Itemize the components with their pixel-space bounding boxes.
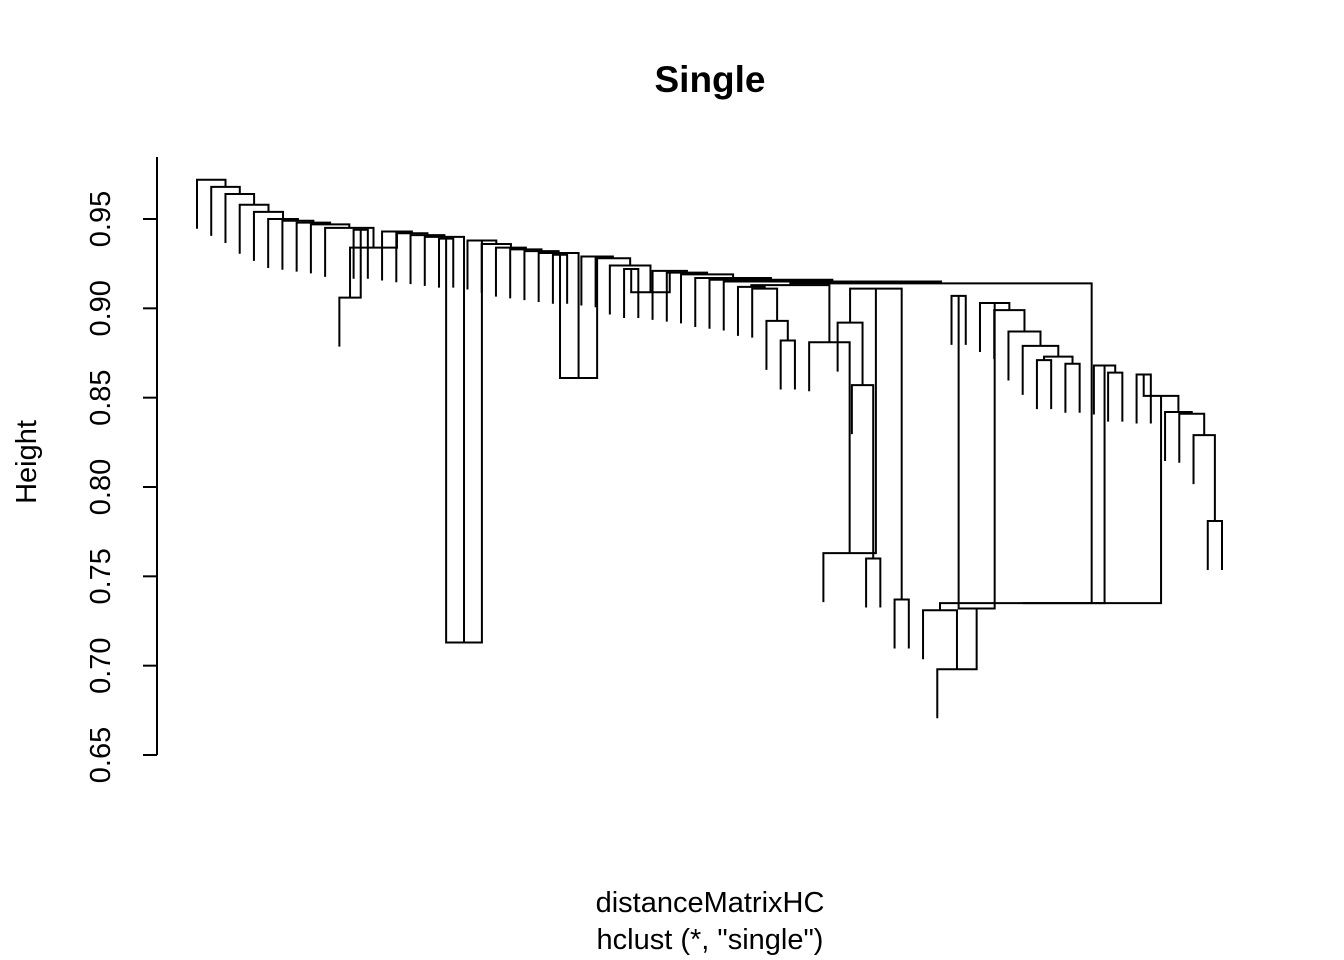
dendrogram-merge bbox=[480, 243, 512, 294]
dendrogram-merge bbox=[630, 269, 671, 294]
dendrogram-merge bbox=[1206, 519, 1223, 570]
dendrogram-merge bbox=[808, 341, 851, 554]
dendrogram-merge bbox=[608, 264, 652, 315]
dendrogram-merge bbox=[594, 257, 632, 308]
dendrogram-merge bbox=[1021, 344, 1060, 395]
dendrogram-merge bbox=[1142, 374, 1180, 412]
dendrogram-merge bbox=[252, 210, 285, 261]
dendrogram-merge bbox=[1135, 373, 1152, 424]
dendrogram-merge bbox=[765, 319, 789, 370]
dendrogram-merge bbox=[196, 178, 227, 229]
dendrogram-merge bbox=[893, 598, 910, 649]
dendrogram-merge bbox=[324, 226, 375, 277]
y-tick-label: 0.80 bbox=[85, 459, 117, 515]
dendrogram-merge bbox=[789, 282, 1093, 604]
dendrogram-merge bbox=[309, 223, 351, 274]
dendrogram-merge bbox=[922, 609, 958, 670]
dendrogram-merge bbox=[751, 287, 779, 338]
y-tick-label: 0.65 bbox=[85, 727, 117, 783]
dendrogram-merge bbox=[281, 219, 315, 270]
dendrogram-merge bbox=[936, 608, 978, 719]
dendrogram-merge bbox=[665, 271, 709, 322]
dendrogram-merge bbox=[993, 309, 1026, 360]
dendrogram-merge bbox=[1035, 359, 1053, 410]
dendrogram-merge bbox=[1092, 364, 1117, 415]
dendrogram-merge bbox=[939, 365, 1106, 611]
dendrogram-merge bbox=[1064, 362, 1081, 413]
dendrogram-merge bbox=[978, 301, 1011, 352]
dendrogram-merge bbox=[438, 237, 455, 288]
y-axis-label: Height bbox=[11, 420, 43, 504]
chart-title: Single bbox=[654, 59, 765, 100]
dendrogram-merge bbox=[779, 339, 796, 390]
dendrogram-merge bbox=[395, 232, 429, 283]
dendrogram-merge bbox=[210, 185, 241, 236]
dendrogram-merge bbox=[1192, 434, 1216, 521]
dendrogram-merge bbox=[466, 239, 498, 290]
dendrogram-merge bbox=[445, 238, 483, 644]
dendrogram-merge bbox=[338, 229, 362, 347]
y-tick-label: 0.95 bbox=[85, 191, 117, 247]
y-tick-label: 0.75 bbox=[85, 548, 117, 604]
y-axis: 0.65 0.70 0.75 0.80 0.85 0.90 0.95 bbox=[85, 157, 158, 783]
dendrogram-merge bbox=[559, 254, 599, 380]
y-tick-label: 0.70 bbox=[85, 637, 117, 693]
x-axis-label: distanceMatrixHC bbox=[596, 887, 825, 919]
dendrogram-merge bbox=[865, 557, 882, 608]
dendrogram-merge bbox=[1007, 330, 1042, 381]
dendrogram-tree bbox=[196, 178, 1223, 719]
dendrogram-merge bbox=[836, 321, 864, 386]
dendrogram-merge bbox=[1107, 371, 1124, 422]
dendrogram-merge bbox=[551, 253, 569, 304]
y-tick-label: 0.85 bbox=[85, 369, 117, 425]
dendrogram-merge bbox=[224, 192, 256, 243]
method-sublabel: hclust (*, "single") bbox=[597, 924, 824, 956]
dendrogram-merge bbox=[623, 268, 640, 319]
dendrogram-merge bbox=[352, 228, 369, 279]
dendrogram-merge bbox=[238, 203, 270, 254]
dendrogram-merge bbox=[822, 288, 877, 603]
dendrogram-merge bbox=[950, 294, 967, 345]
dendrogram-merge bbox=[1043, 355, 1074, 364]
dendrogram-merge bbox=[680, 273, 735, 324]
dendrogram-merge bbox=[849, 287, 903, 600]
dendrogram-merge bbox=[850, 384, 875, 559]
dendrogram-merge bbox=[537, 251, 580, 379]
dendrogram-merge bbox=[957, 295, 996, 610]
dendrogram-merge bbox=[1178, 412, 1206, 463]
y-tick-label: 0.90 bbox=[85, 280, 117, 336]
dendrogram-merge bbox=[423, 235, 466, 643]
dendrogram-merge bbox=[750, 284, 831, 343]
dendrogram-merge bbox=[509, 248, 543, 299]
